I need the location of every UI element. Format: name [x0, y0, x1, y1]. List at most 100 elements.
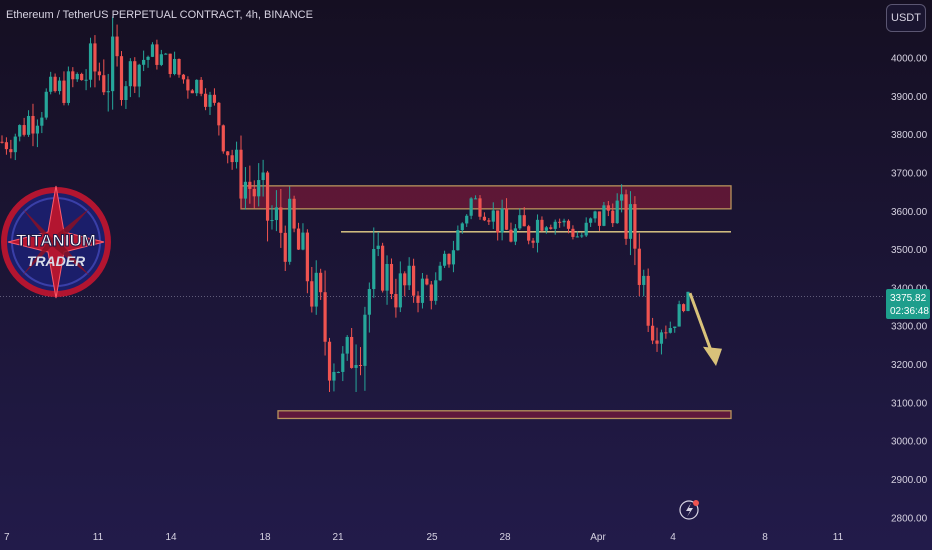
- candle-body: [203, 93, 208, 107]
- candle-body: [389, 263, 394, 295]
- candle-body: [146, 56, 150, 60]
- candle-body: [137, 64, 141, 87]
- candle-body: [319, 272, 323, 293]
- y-tick-label: 4000.00: [891, 53, 928, 64]
- candle-body: [124, 86, 128, 101]
- candle-body: [403, 273, 407, 286]
- candle-body: [615, 200, 619, 224]
- candle-body: [363, 314, 367, 366]
- candle-body: [584, 222, 588, 236]
- candle-body: [0, 141, 4, 143]
- x-tick-label: 18: [259, 532, 271, 543]
- x-tick-label: 21: [332, 532, 344, 543]
- candle-body: [580, 235, 584, 237]
- candle-body: [336, 371, 340, 373]
- candle-body: [35, 125, 40, 134]
- candle-body: [451, 250, 456, 265]
- y-tick-label: 3800.00: [891, 130, 928, 141]
- candle-body: [628, 204, 633, 239]
- candle-body: [442, 253, 447, 266]
- candle-body: [558, 221, 562, 223]
- candle-body: [310, 281, 314, 307]
- y-tick-label: 3600.00: [891, 207, 928, 218]
- candle-body: [562, 220, 566, 223]
- candle-body: [13, 136, 17, 153]
- candle-body: [283, 232, 287, 262]
- x-tick-label: 7: [4, 532, 10, 543]
- candle-body: [522, 215, 526, 227]
- y-tick-label: 3100.00: [891, 398, 928, 409]
- candle-body: [66, 71, 70, 103]
- candle-body: [496, 210, 500, 233]
- candle-body: [659, 332, 664, 344]
- candle-body: [57, 80, 62, 92]
- flash-icon[interactable]: [679, 500, 699, 520]
- candle-body: [606, 205, 610, 211]
- x-tick-label: 8: [762, 532, 768, 543]
- candle-body: [376, 245, 380, 250]
- candle-body: [243, 181, 248, 199]
- candle-body: [84, 79, 88, 81]
- candle-body: [270, 220, 274, 222]
- candle-body: [62, 80, 66, 103]
- chart-header: Ethereum / TetherUS PERPETUAL CONTRACT, …: [6, 9, 313, 21]
- candle-body: [611, 210, 615, 224]
- y-tick-label: 2800.00: [891, 513, 928, 524]
- candle-body: [199, 79, 203, 94]
- candle-body: [482, 216, 487, 221]
- candle-body: [460, 223, 464, 231]
- candle-body: [102, 75, 106, 93]
- candle-body: [429, 284, 433, 301]
- timeframe-label: 4h: [245, 9, 258, 21]
- y-tick-label: 3300.00: [891, 322, 928, 333]
- candle-body: [133, 61, 137, 87]
- candle-body: [664, 332, 668, 334]
- currency-button[interactable]: USDT: [886, 4, 926, 32]
- candle-body: [177, 58, 181, 75]
- candle-body: [230, 155, 234, 163]
- demand-zone: [277, 410, 732, 420]
- candle-body: [119, 56, 124, 101]
- candle-body: [327, 341, 332, 381]
- exchange-label: BINANCE: [264, 9, 313, 21]
- candle-body: [650, 325, 655, 341]
- candle-body: [31, 115, 35, 134]
- logo-line2: TRADER: [27, 253, 86, 269]
- candle-body: [314, 272, 318, 307]
- candle-body: [168, 53, 172, 75]
- candle-body: [115, 36, 119, 57]
- candle-body: [190, 90, 194, 94]
- candle-body: [332, 371, 336, 381]
- candle-body: [111, 36, 115, 92]
- candle-body: [438, 265, 442, 281]
- candle-body: [624, 194, 628, 239]
- candle-body: [159, 54, 163, 65]
- candle-body: [97, 71, 101, 76]
- candle-body: [358, 364, 363, 366]
- projection-arrow-head: [703, 346, 722, 366]
- candle-body: [434, 280, 438, 301]
- candle-body: [637, 248, 641, 285]
- candle-body: [305, 232, 309, 282]
- candle-body: [394, 294, 398, 308]
- candle-body: [571, 228, 575, 237]
- x-tick-label: 4: [670, 532, 676, 543]
- candle-body: [26, 115, 31, 135]
- candle-body: [509, 229, 513, 242]
- candle-body: [398, 273, 402, 308]
- candle-body: [208, 94, 212, 107]
- supply-zone: [240, 185, 732, 210]
- candle-body: [620, 194, 624, 201]
- candle-body: [9, 149, 13, 153]
- candle-body: [44, 91, 48, 118]
- candle-body: [341, 353, 345, 372]
- current-price-tag: 3375.82 02:36:48: [886, 289, 930, 319]
- candle-body: [633, 204, 637, 249]
- candle-body: [323, 292, 327, 342]
- candle-body: [265, 172, 270, 221]
- candle-body: [478, 198, 482, 217]
- candle-body: [106, 91, 110, 93]
- candle-body: [540, 219, 544, 231]
